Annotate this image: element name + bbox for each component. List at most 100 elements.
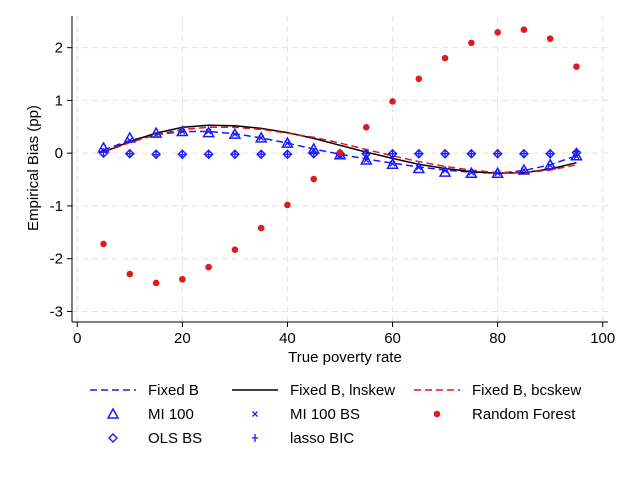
x-axis-label: True poverty rate [288,349,402,366]
point-mi-100 [517,163,531,175]
legend-item-fixed-b: Fixed B [90,382,199,399]
point-lasso-bic [520,149,527,158]
y-tick-label: 0 [55,145,63,162]
point-mi-100 [228,127,242,139]
point-lasso-bic [231,150,238,159]
x-tick-label: 20 [174,330,191,347]
point-mi-100 [202,126,215,138]
point-lasso-bic [258,150,265,159]
series-lasso-bic [100,147,580,159]
x-tick-label: 0 [73,330,81,347]
point-lasso-bic [100,148,107,157]
point-random-forest [126,270,134,278]
point-ols-bs [229,149,240,160]
series-mi-100 [97,124,583,178]
point-random-forest [415,75,423,83]
point-mi-100 [254,131,268,143]
point-random-forest [362,124,370,131]
point-mi-100 [543,158,557,170]
legend-label: lasso BIC [290,430,354,447]
legend-item-ols-bs: OLS BS [108,430,202,447]
point-random-forest [179,275,186,283]
legend-label: MI 100 [148,406,194,423]
legend-swatch [108,433,118,443]
point-mi-100 [438,165,452,177]
point-mi-100-bs [389,160,396,167]
point-lasso-bic [494,149,501,158]
point-mi-100 [360,153,373,165]
point-lasso-bic [153,150,160,159]
point-mi-100-bs [363,157,370,163]
legend-label: MI 100 BS [290,406,360,423]
point-random-forest [310,175,318,183]
point-random-forest [257,224,265,232]
point-mi-100-bs [258,134,265,141]
legend-swatch [252,434,258,442]
point-lasso-bic [126,149,133,158]
y-tick-label: -3 [50,303,63,320]
y-tick-label: -1 [50,198,63,215]
point-lasso-bic [415,149,422,158]
point-lasso-bic [363,149,370,158]
point-mi-100 [281,136,294,148]
point-random-forest [284,201,291,209]
point-lasso-bic [310,149,317,158]
point-ols-bs [256,149,267,160]
y-tick-label: -2 [50,251,63,268]
legend-label: Fixed B, bcskew [472,382,581,399]
x-tick-label: 60 [384,330,401,347]
point-random-forest [441,54,449,62]
point-ols-bs [282,149,293,160]
legend-label: Fixed B, lnskew [290,382,395,399]
point-lasso-bic [468,149,475,158]
point-mi-100-bs [494,170,501,177]
point-lasso-bic [573,147,580,156]
y-tick-label: 2 [55,40,63,57]
point-mi-100-bs [153,131,160,138]
point-random-forest [546,35,554,42]
point-mi-100-bs [126,137,133,144]
legend-label: Random Forest [472,406,576,423]
point-random-forest [573,63,580,70]
point-mi-100 [386,157,399,170]
point-random-forest [336,149,344,156]
point-mi-100-bs [468,169,475,176]
point-mi-100 [570,149,583,161]
legend-item-lasso-bic: lasso BIC [252,430,354,447]
point-mi-100 [491,166,504,178]
legend-item-mi-100-bs: MI 100 BS [252,406,360,423]
point-mi-100-bs [415,164,422,171]
legend-swatch [106,407,120,419]
point-random-forest [389,98,396,105]
legend-swatch [433,410,441,418]
point-random-forest [152,279,160,287]
legend-item-random-forest: Random Forest [433,406,576,423]
x-tick-label: 100 [590,330,615,347]
point-random-forest [520,26,528,34]
point-mi-100-bs [284,140,291,147]
legend-label: OLS BS [148,430,202,447]
point-mi-100-bs [205,128,212,135]
plot-area [97,26,583,287]
point-mi-100 [123,131,137,143]
legend-label: Fixed B [148,382,199,399]
point-random-forest [205,263,212,271]
point-mi-100-bs [547,162,554,169]
series-random-forest [100,26,580,287]
point-mi-100-bs [520,167,527,174]
x-tick-label: 40 [279,330,296,347]
point-lasso-bic [205,150,212,159]
point-random-forest [231,246,239,254]
point-lasso-bic [284,150,291,159]
point-mi-100-bs [231,131,238,138]
y-axis-label: Empirical Bias (pp) [25,105,42,231]
point-lasso-bic [389,149,396,158]
point-lasso-bic [442,149,449,158]
point-mi-100-bs [442,167,449,174]
legend: Fixed B Fixed B, lnskew Fixed B, bcskew MI … [90,382,581,447]
legend-swatch [252,411,258,417]
legend-item-fixed-b-bcskew: Fixed B, bcskew [414,382,581,399]
